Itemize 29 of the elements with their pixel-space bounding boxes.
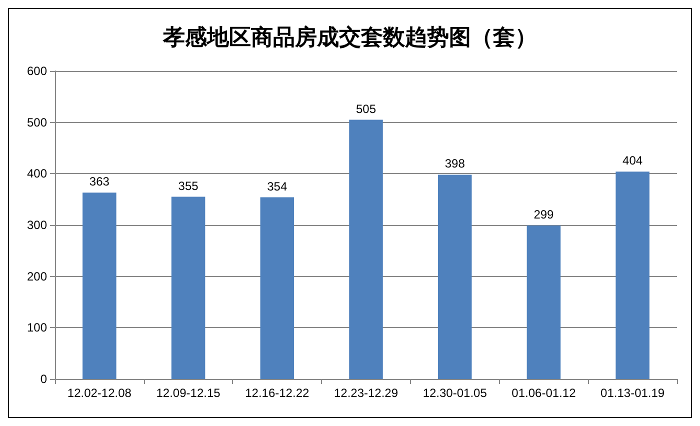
bar [82, 192, 116, 379]
bar [171, 196, 206, 379]
bar [616, 172, 650, 379]
x-tick-label: 12.30-01.05 [422, 386, 488, 400]
chart-title: 孝感地区商品房成交套数趋势图（套） [162, 24, 537, 50]
bar [349, 120, 383, 379]
bar [260, 197, 294, 379]
x-tick-label: 12.09-12.15 [156, 386, 221, 400]
data-label: 354 [267, 179, 288, 194]
y-tick-label: 600 [26, 64, 48, 78]
x-tick-label: 12.23-12.29 [334, 386, 398, 400]
data-label: 404 [622, 154, 643, 168]
x-tick-label: 12.16-12.22 [245, 386, 310, 400]
x-tick-label: 01.06-01.12 [512, 386, 576, 400]
y-tick-label: 0 [40, 372, 48, 386]
bar [526, 226, 561, 379]
x-tick-label: 12.02-12.08 [67, 386, 132, 400]
y-tick-label: 100 [26, 320, 48, 335]
data-label: 363 [89, 174, 110, 189]
bar [438, 174, 472, 379]
y-tick-label: 300 [26, 218, 48, 232]
y-tick-label: 400 [26, 166, 48, 181]
x-tick-label: 01.13-01.19 [600, 386, 665, 400]
data-label: 355 [178, 178, 199, 193]
y-tick-label: 200 [26, 269, 48, 284]
data-label: 505 [356, 102, 376, 116]
data-label: 398 [444, 156, 466, 171]
data-label: 299 [534, 208, 554, 222]
y-tick-label: 500 [26, 115, 48, 130]
